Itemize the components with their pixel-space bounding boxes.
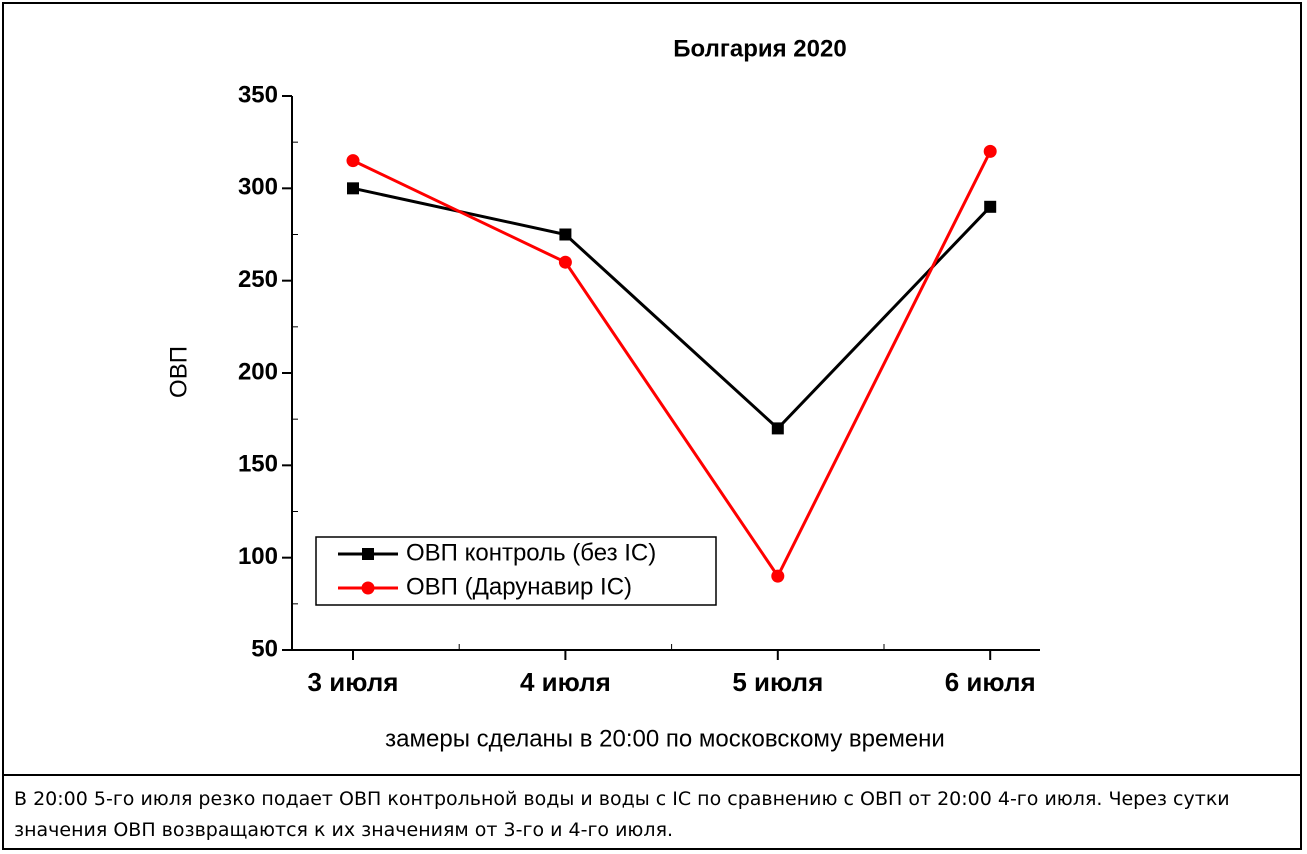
caption: В 20:00 5-го июля резко подает ОВП контр… (2, 774, 1302, 850)
y-tick-label: 150 (238, 451, 278, 478)
x-tick-label: 6 июля (945, 667, 1036, 697)
point (559, 228, 572, 241)
legend-label: ОВП контроль (без IC) (406, 539, 656, 566)
chart: Болгария 2020 ОВП замеры сделаны в 20:00… (165, 35, 1040, 752)
y-tick-label: 300 (238, 174, 278, 201)
point (984, 200, 997, 213)
point (347, 182, 359, 195)
y-tick-label: 200 (238, 358, 278, 385)
series-line (352, 150, 992, 580)
point (771, 569, 785, 583)
x-tick-label: 4 июля (520, 667, 611, 697)
y-tick-label: 350 (238, 81, 278, 108)
legend-marker (361, 581, 375, 595)
point (771, 422, 784, 435)
point (983, 144, 997, 158)
point (346, 154, 360, 168)
legend-box (315, 536, 717, 606)
point (558, 255, 572, 269)
x-tick-label: 3 июля (308, 667, 399, 697)
y-tick-label: 50 (251, 635, 278, 662)
legend-marker (362, 548, 374, 560)
y-tick-label: 100 (238, 543, 278, 570)
y-axis-label: ОВП (165, 346, 192, 398)
chart-title: Болгария 2020 (673, 35, 846, 62)
x-tick-label: 5 июля (732, 667, 823, 697)
x-axis-label: замеры сделаны в 20:00 по московскому вр… (385, 725, 945, 752)
y-tick-label: 250 (238, 266, 278, 293)
series-line (352, 186, 992, 431)
legend-label: ОВП (Дарунавир IC) (406, 573, 632, 600)
